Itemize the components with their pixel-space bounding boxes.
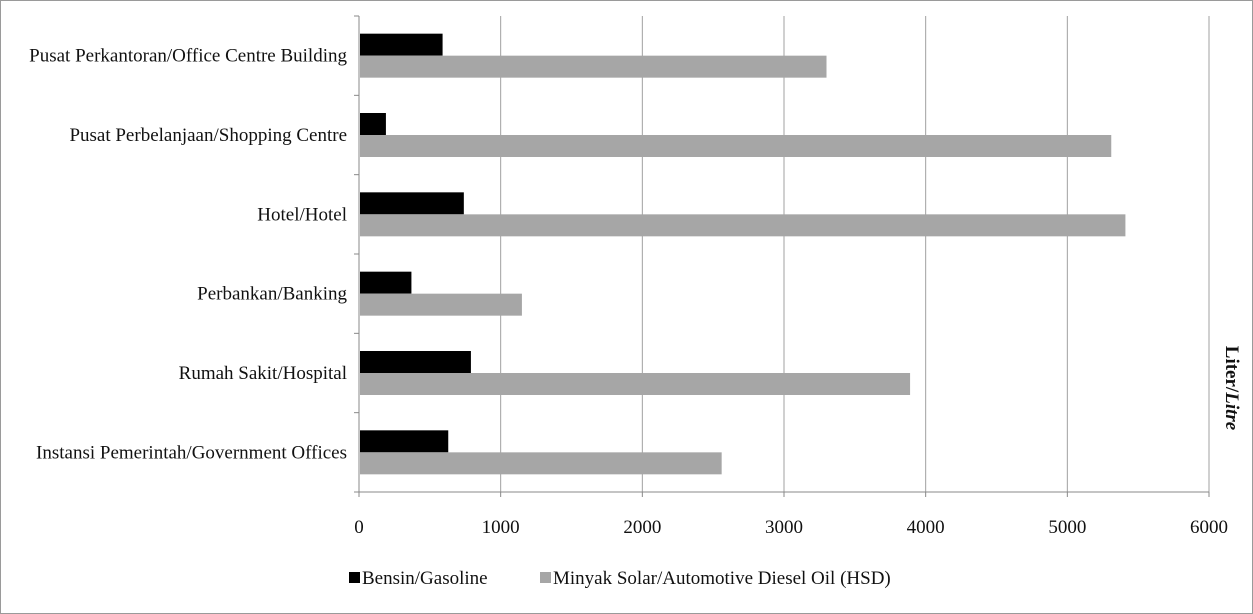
legend-swatch-gasoline	[349, 572, 360, 583]
category-label: Instansi Pemerintah/Government Offices	[36, 442, 347, 463]
unit-label-litre: Litre	[1221, 391, 1242, 431]
bar-gasoline	[360, 192, 464, 215]
bar-gasoline	[360, 351, 471, 373]
x-tick-label: 5000	[1048, 517, 1086, 538]
bar-gasoline	[360, 271, 412, 294]
x-tick-label: 1000	[482, 517, 520, 538]
legend-label-diesel: Minyak Solar/Automotive Diesel Oil (HSD)	[553, 568, 891, 589]
bar-gasoline	[360, 430, 449, 453]
category-label: Pusat Perkantoran/Office Centre Building	[29, 46, 347, 67]
legend-label-gasoline: Bensin/Gasoline	[362, 568, 488, 589]
bar-diesel	[360, 452, 722, 475]
x-tick-labels: 0 1000 2000 3000 4000 5000 6000	[354, 517, 1228, 538]
x-tick-label: 2000	[623, 517, 661, 538]
bars	[360, 33, 1126, 475]
category-label: Perbankan/Banking	[197, 284, 347, 305]
gridlines	[500, 16, 1210, 492]
bar-gasoline	[360, 33, 443, 56]
unit-label-liter: Liter/	[1221, 346, 1242, 393]
axes	[354, 15, 1210, 497]
x-tick-label: 0	[354, 517, 364, 538]
bar-diesel	[360, 135, 1112, 157]
bar-diesel	[360, 214, 1126, 237]
category-label: Hotel/Hotel	[257, 204, 347, 225]
category-label: Rumah Sakit/Hospital	[179, 363, 347, 384]
bar-gasoline	[360, 113, 386, 135]
category-label: Pusat Perbelanjaan/Shopping Centre	[69, 125, 347, 146]
bar-diesel	[360, 373, 911, 395]
unit-label: Liter/Litre	[1221, 346, 1242, 431]
bar-diesel	[360, 55, 827, 78]
bar-diesel	[360, 293, 522, 316]
x-tick-label: 3000	[765, 517, 803, 538]
legend: Bensin/Gasoline Minyak Solar/Automotive …	[349, 568, 891, 589]
x-tick-label: 4000	[907, 517, 945, 538]
legend-swatch-diesel	[540, 572, 551, 583]
category-labels: Pusat Perkantoran/Office Centre Building…	[29, 46, 347, 464]
x-tick-label: 6000	[1190, 517, 1228, 538]
